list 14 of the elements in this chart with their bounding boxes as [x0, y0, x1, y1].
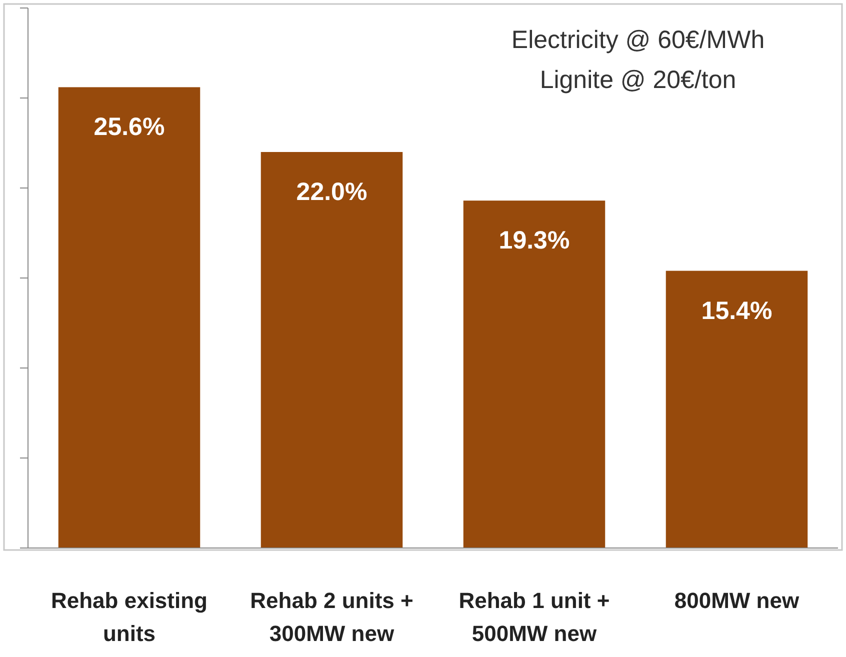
x-tick-label: Rehab 2 units + 300MW new — [250, 588, 414, 646]
x-tick-label: Rehab existing units — [51, 588, 208, 646]
data-label: 19.3% — [498, 226, 570, 255]
bar — [666, 270, 808, 548]
bar — [463, 200, 606, 548]
data-label: 15.4% — [701, 296, 772, 325]
x-tick-label: 800MW new — [674, 588, 800, 613]
annotation: Lignite @ 20€/ton — [540, 66, 736, 94]
data-label: 22.0% — [296, 178, 368, 206]
bar — [260, 152, 403, 548]
annotation: Electricity @ 60€/MWh — [511, 26, 765, 54]
bar — [58, 87, 200, 548]
data-label: 25.6% — [94, 113, 165, 142]
x-tick-label: Rehab 1 unit + 500MW new — [458, 588, 610, 646]
